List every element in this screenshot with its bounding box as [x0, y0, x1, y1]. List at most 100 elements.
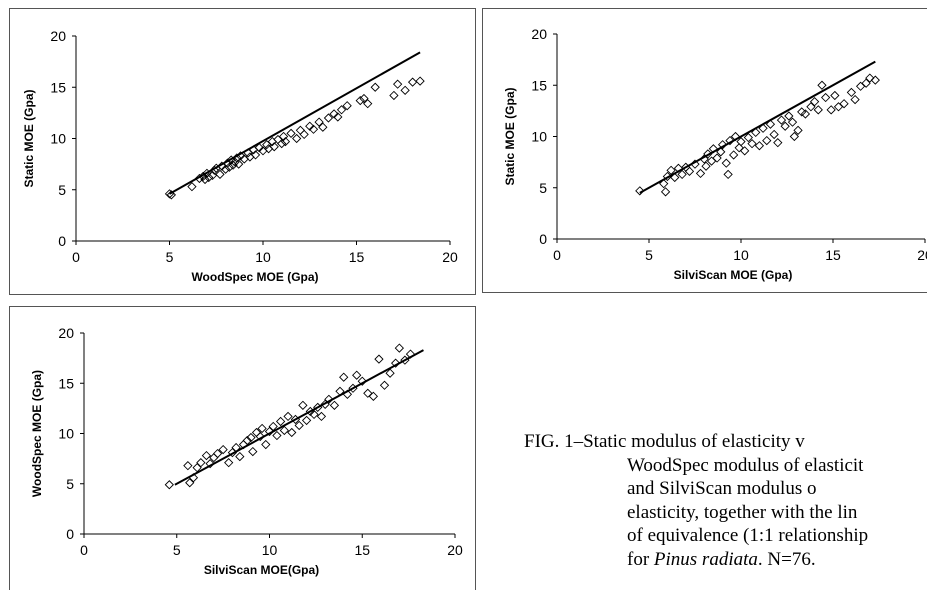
chart-woodspec-vs-static: 0 5 10 15 20 0 5 10 15 20 WoodSpec MOE (Gpa) Static… [22, 28, 458, 284]
data-point [743, 132, 753, 143]
data-point [765, 119, 776, 129]
data-point [729, 150, 739, 160]
data-point [357, 376, 367, 386]
y-tick-label: 0 [539, 231, 547, 247]
data-point [305, 406, 315, 417]
data-point [268, 421, 278, 432]
data-point [776, 115, 787, 125]
data-point [250, 150, 261, 160]
y-tick-label: 20 [58, 325, 74, 341]
data-point [355, 95, 365, 106]
data-point [716, 147, 726, 157]
data-point [660, 187, 671, 197]
data-point [329, 109, 339, 119]
y-tick-label: 15 [58, 375, 74, 391]
data-point [385, 368, 395, 378]
x-tick-label: 0 [553, 247, 561, 263]
data-point [830, 90, 840, 101]
data-point [242, 435, 252, 446]
y-axis-title: Static MOE (Gpa) [503, 87, 517, 185]
caption-line-1: FIG. 1–Static modulus of elasticity v [524, 431, 805, 452]
data-point [734, 143, 744, 153]
data-point [272, 430, 282, 441]
y-tick-label: 0 [58, 233, 66, 249]
x-tick-label: 0 [72, 249, 80, 265]
y-tick-label: 10 [58, 426, 74, 442]
data-point [666, 165, 676, 175]
data-point [400, 355, 410, 365]
data-point [316, 411, 327, 422]
data-point [314, 117, 324, 127]
equivalence-line [639, 60, 876, 194]
data-point [205, 459, 215, 469]
chart-silviscan-vs-static: 0 5 10 15 20 0 5 10 15 20 SilviScan MOE (Gpa) Stati… [503, 26, 927, 282]
data-point [188, 473, 199, 483]
chart-panel-silviscan-vs-static: 0 5 10 15 20 0 5 10 15 20 SilviScan MOE (Gpa) Stati… [482, 8, 927, 293]
data-point [699, 154, 709, 164]
data-point [379, 380, 390, 390]
caption-species: Pinus radiata [653, 548, 758, 570]
data-point [187, 182, 197, 192]
data-point [721, 158, 731, 168]
data-point [217, 161, 227, 171]
y-tick-label: 15 [50, 79, 66, 95]
data-point [833, 102, 844, 112]
data-point [348, 383, 358, 393]
data-point [204, 172, 214, 183]
equivalence-line [169, 51, 421, 195]
data-point [269, 142, 279, 152]
x-tick-label: 0 [80, 542, 88, 558]
data-point [329, 400, 340, 410]
data-point [246, 432, 256, 443]
data-point [405, 349, 416, 359]
x-axis-title: SilviScan MOE(Gpa) [204, 563, 319, 577]
data-point [793, 125, 803, 135]
data-point [363, 388, 373, 398]
data-point [298, 400, 308, 410]
data-point [279, 425, 289, 436]
data-point [352, 370, 362, 380]
data-point [826, 105, 836, 115]
data-point [839, 99, 849, 109]
data-point [185, 478, 195, 488]
data-point [320, 399, 330, 409]
data-point [751, 127, 761, 138]
data-point [701, 161, 711, 171]
caption-line-5: of equivalence (1:1 relationship [627, 525, 869, 546]
data-point [278, 131, 289, 142]
equivalence-line [174, 349, 424, 486]
data-point [194, 173, 205, 184]
y-tick-label: 20 [531, 26, 547, 42]
x-tick-label: 20 [917, 247, 927, 263]
data-point [215, 169, 225, 180]
data-point [301, 415, 312, 426]
data-point [758, 123, 768, 133]
data-point [784, 111, 794, 121]
data-point [277, 138, 287, 149]
data-point [224, 162, 234, 172]
data-point [262, 140, 272, 150]
data-point [723, 169, 733, 180]
x-tick-label: 15 [349, 249, 365, 265]
data-point [415, 76, 425, 86]
chart-silviscan-vs-woodspec: 0 5 10 15 20 0 5 10 15 20 SilviScan MOE(Gpa) WoodSp… [30, 325, 463, 577]
data-point [865, 73, 875, 83]
data-point [861, 78, 871, 88]
data-point [789, 131, 799, 142]
caption-line-4: elasticity, together with the lin [627, 501, 858, 523]
data-point [200, 174, 210, 185]
data-point [673, 163, 684, 173]
data-point [202, 168, 212, 178]
data-point [394, 343, 404, 353]
data-point [821, 92, 831, 103]
data-point [677, 169, 687, 180]
y-axis-title: WoodSpec MOE (Gpa) [30, 370, 44, 497]
data-point [290, 414, 301, 425]
y-tick-label: 10 [50, 131, 66, 147]
data-point [708, 144, 719, 154]
data-point [286, 128, 296, 139]
data-point [717, 140, 728, 150]
x-tick-label: 5 [166, 249, 174, 265]
data-point [342, 389, 353, 399]
data-point [855, 81, 866, 91]
